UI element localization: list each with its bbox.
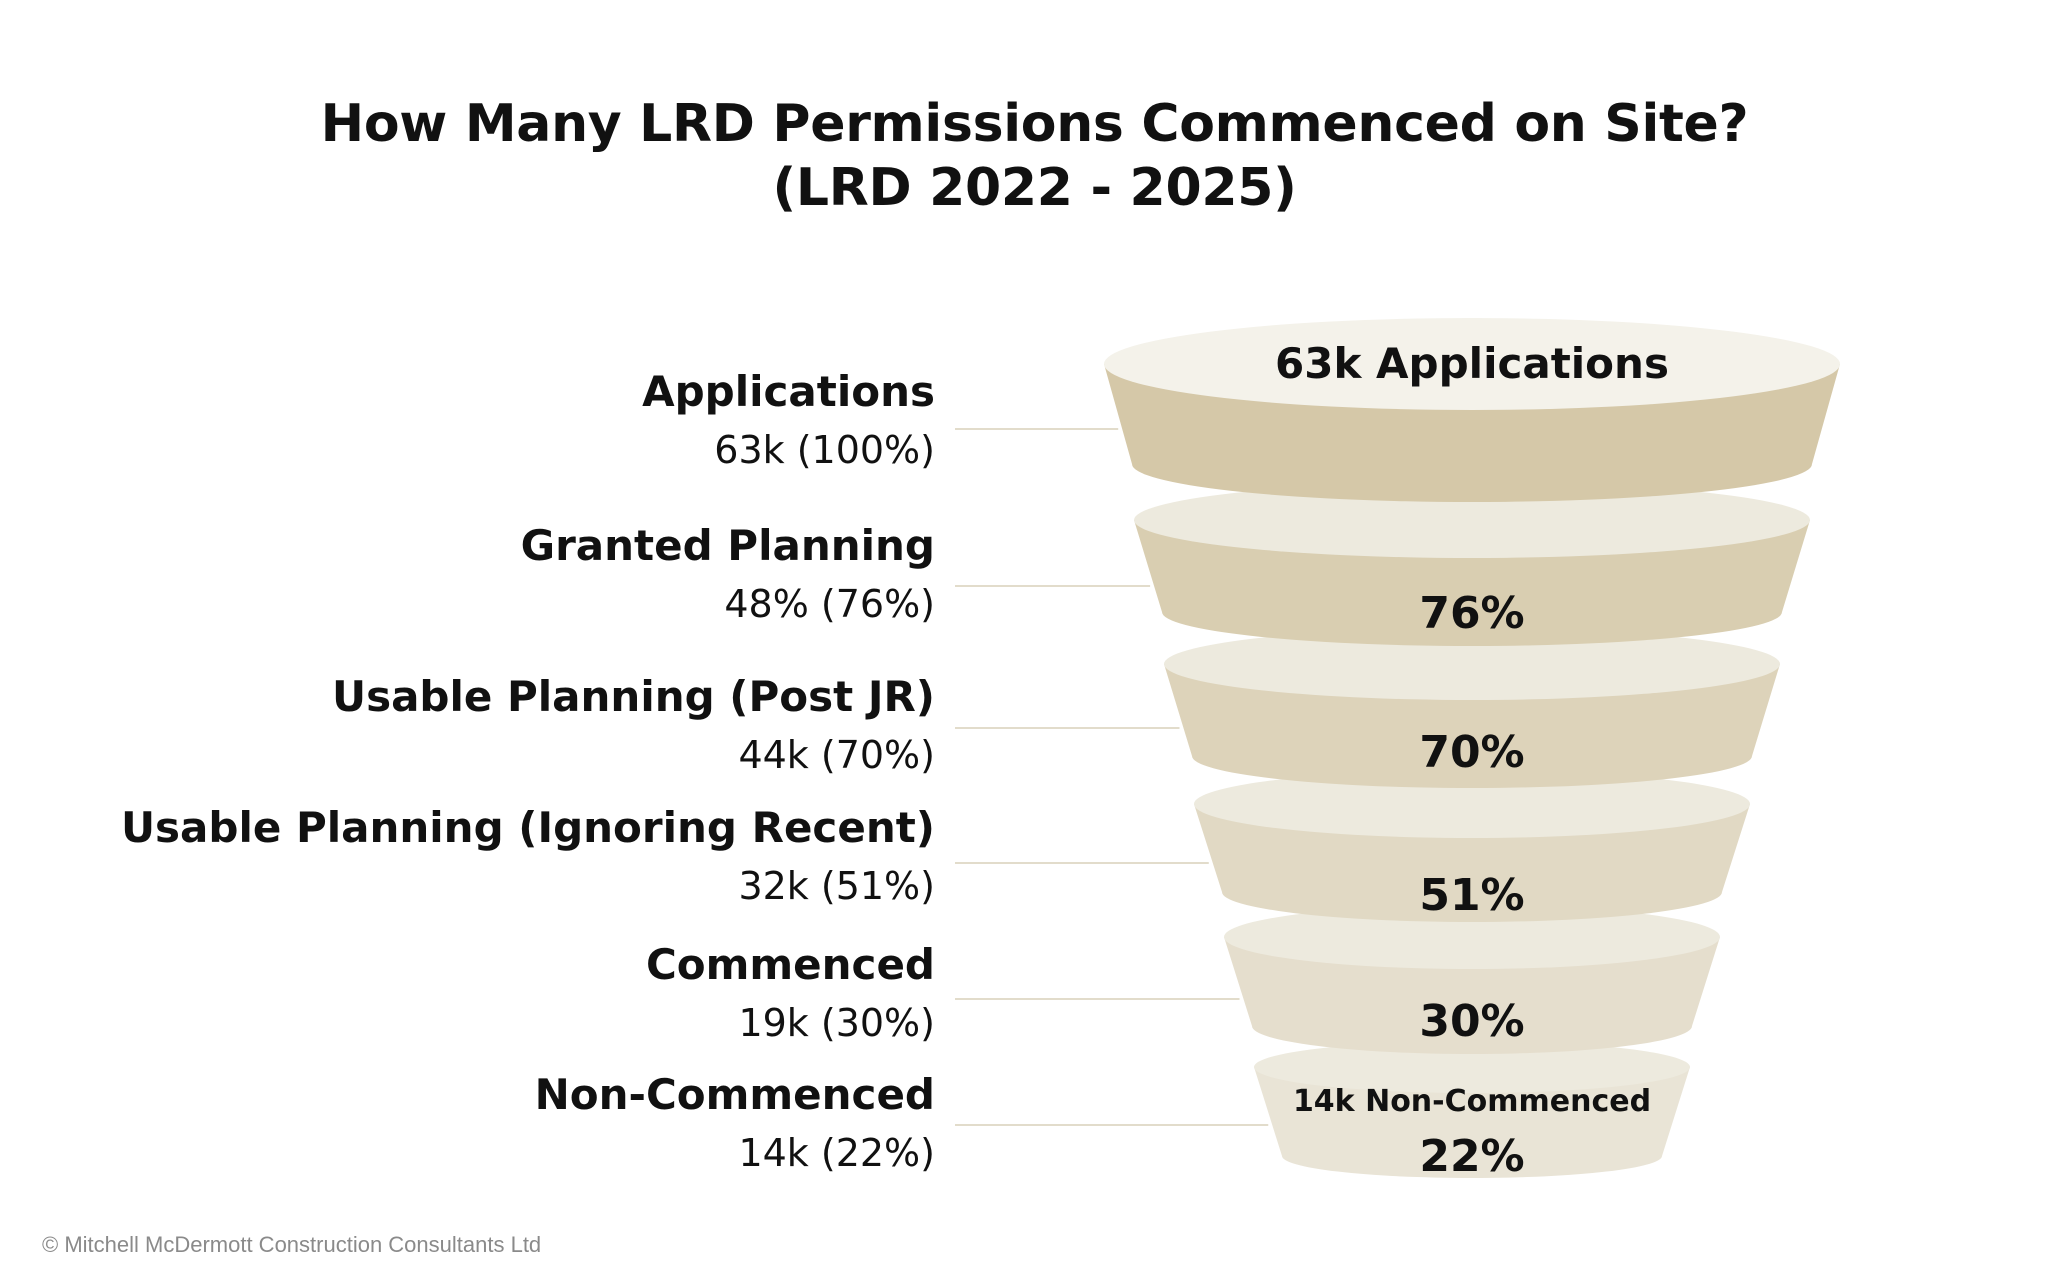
funnel-segment [1164,628,1780,788]
stage-name-label: Non-Commenced [535,1070,935,1119]
funnel-sublabel: 14k Non-Commenced [1293,1084,1651,1119]
funnel-value-label: 76% [1419,588,1524,639]
funnel-segment [1194,770,1750,922]
chart-title: How Many LRD Permissions Commenced on Si… [0,92,2069,220]
stage-value-label: 48% (76%) [724,582,935,626]
funnel-band-top [1254,1041,1690,1093]
stage-name-label: Granted Planning [521,521,935,570]
funnel-segment [1254,1041,1690,1178]
stage-value-label: 63k (100%) [714,428,935,472]
funnel-band-body [1224,937,1720,1054]
funnel-band-top [1224,905,1720,969]
funnel-band-top [1134,482,1810,558]
funnel-value-label: 51% [1419,870,1524,921]
funnel-value-label: 63k Applications [1275,339,1669,388]
stage-name-label: Applications [642,367,935,416]
stage-value-label: 44k (70%) [738,733,935,777]
funnel-band-top [1104,318,1840,410]
copyright-footer: © Mitchell McDermott Construction Consul… [42,1232,542,1257]
stage-name-label: Usable Planning (Post JR) [332,672,935,721]
chart-title-line-1: How Many LRD Permissions Commenced on Si… [320,94,1749,154]
funnel-band-top [1194,770,1750,838]
funnel-band-body [1194,804,1750,922]
stage-value-label: 19k (30%) [738,1001,935,1045]
funnel-segment [1224,905,1720,1054]
stage-name-label: Usable Planning (Ignoring Recent) [121,803,935,852]
funnel-segment [1134,482,1810,646]
funnel-band-top [1164,628,1780,700]
stage-name-label: Commenced [646,940,935,989]
chart-title-line-2: (LRD 2022 - 2025) [772,158,1297,218]
funnel-segment [1104,318,1840,502]
funnel-band-body [1254,1067,1690,1178]
funnel-value-label: 70% [1419,727,1524,778]
stage-value-label: 14k (22%) [738,1131,935,1175]
funnel-value-label: 22% [1419,1131,1524,1182]
stage-value-label: 32k (51%) [738,864,935,908]
funnel-value-label: 30% [1419,996,1524,1047]
